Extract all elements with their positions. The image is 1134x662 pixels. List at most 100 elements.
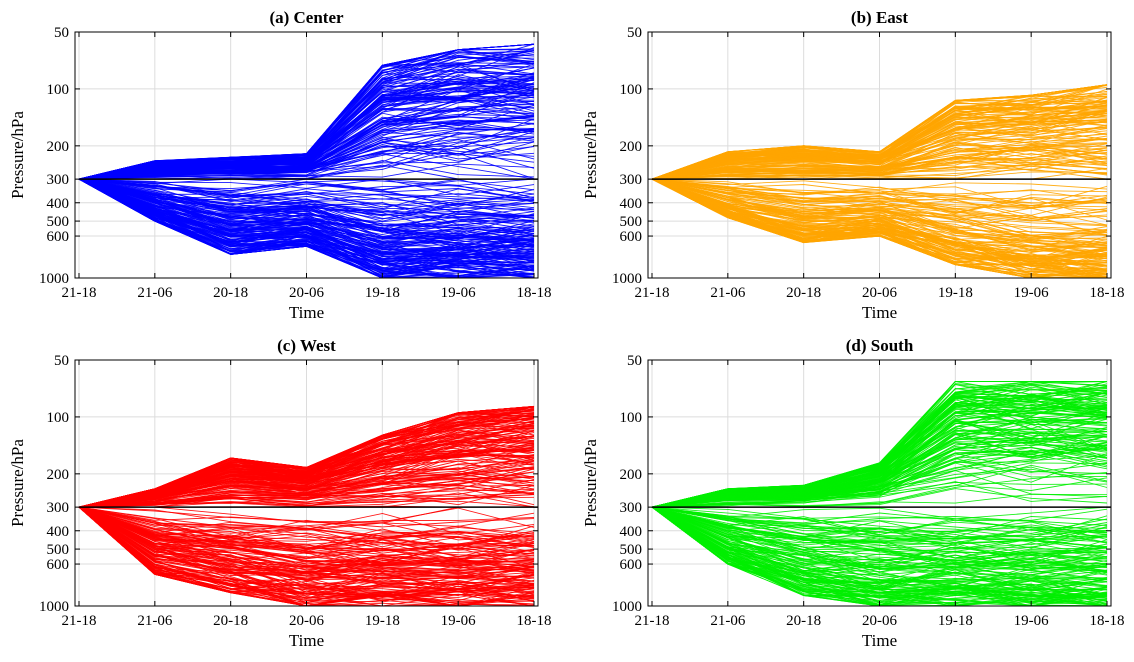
trajectory-line bbox=[651, 127, 1108, 180]
trajectory-line bbox=[78, 178, 535, 209]
trajectory-line bbox=[78, 506, 535, 557]
trajectory-line bbox=[78, 178, 535, 270]
x-tick-label: 21-18 bbox=[635, 285, 670, 301]
trajectory-line bbox=[651, 458, 1108, 508]
trajectory-line bbox=[78, 506, 535, 551]
trajectory-line bbox=[78, 178, 535, 223]
y-tick-label: 400 bbox=[47, 196, 70, 212]
x-tick-label: 21-06 bbox=[137, 613, 172, 629]
trajectory-line bbox=[651, 506, 1108, 549]
trajectory-line bbox=[78, 178, 535, 258]
y-tick-label: 1000 bbox=[39, 271, 69, 287]
x-tick-label: 19-18 bbox=[938, 285, 973, 301]
envelope-upper-line bbox=[78, 405, 535, 508]
y-tick-label: 400 bbox=[47, 524, 70, 540]
trajectory-line bbox=[78, 75, 535, 180]
trajectory-line bbox=[651, 506, 1108, 573]
x-tick-label: 21-18 bbox=[62, 285, 97, 301]
trajectory-line bbox=[651, 163, 1108, 180]
trajectory-line bbox=[651, 126, 1108, 180]
y-tick-label: 200 bbox=[620, 467, 643, 483]
trajectory-line bbox=[78, 506, 535, 573]
trajectory-line bbox=[78, 178, 535, 203]
y-tick-label: 500 bbox=[620, 214, 643, 230]
y-tick-label: 600 bbox=[620, 557, 643, 573]
trajectory-line bbox=[78, 412, 535, 508]
x-tick-label: 20-18 bbox=[786, 285, 821, 301]
y-tick-label: 200 bbox=[620, 139, 643, 155]
trajectory-line bbox=[78, 413, 535, 508]
trajectory-line bbox=[651, 432, 1108, 508]
trajectory-line bbox=[78, 178, 535, 271]
trajectory-line bbox=[651, 506, 1108, 533]
x-tick-label: 19-18 bbox=[365, 613, 400, 629]
trajectory-line bbox=[651, 178, 1108, 226]
trajectory-line bbox=[78, 462, 535, 508]
trajectory-line bbox=[651, 178, 1108, 262]
x-tick-label: 20-06 bbox=[289, 613, 324, 629]
trajectory-line bbox=[651, 178, 1108, 257]
trajectory-line bbox=[78, 506, 535, 528]
envelope-upper-line bbox=[651, 84, 1108, 180]
trajectory-line bbox=[78, 439, 535, 508]
trajectory-line bbox=[651, 84, 1108, 180]
x-tick-label: 19-06 bbox=[1014, 613, 1049, 629]
x-tick-label: 19-06 bbox=[441, 613, 476, 629]
y-tick-label: 600 bbox=[620, 229, 643, 245]
x-tick-label: 20-06 bbox=[862, 285, 897, 301]
x-tick-label: 21-18 bbox=[635, 613, 670, 629]
trajectory-line bbox=[651, 156, 1108, 180]
x-axis-label: Time bbox=[862, 631, 897, 650]
trajectory-series-group bbox=[78, 43, 535, 279]
trajectory-line bbox=[78, 506, 535, 541]
y-tick-label: 50 bbox=[54, 25, 69, 41]
trajectory-line bbox=[651, 446, 1108, 508]
x-tick-label: 21-06 bbox=[710, 285, 745, 301]
trajectory-line bbox=[78, 506, 535, 552]
x-tick-label: 21-06 bbox=[710, 613, 745, 629]
trajectory-line bbox=[651, 506, 1108, 576]
x-axis-label: Time bbox=[289, 303, 324, 322]
trajectory-line bbox=[78, 178, 535, 238]
trajectory-line bbox=[78, 89, 535, 180]
x-tick-label: 20-18 bbox=[786, 613, 821, 629]
trajectory-line bbox=[651, 178, 1108, 270]
y-tick-label: 300 bbox=[620, 500, 643, 516]
envelope-upper-line bbox=[78, 43, 535, 180]
y-tick-label: 200 bbox=[47, 139, 70, 155]
trajectory-line bbox=[651, 178, 1108, 241]
trajectory-line bbox=[651, 142, 1108, 180]
x-tick-label: 20-06 bbox=[289, 285, 324, 301]
trajectory-line bbox=[651, 178, 1108, 263]
trajectory-line bbox=[78, 435, 535, 508]
trajectory-line bbox=[651, 178, 1108, 194]
y-tick-label: 500 bbox=[47, 542, 70, 558]
trajectory-line bbox=[651, 96, 1108, 180]
trajectory-line bbox=[78, 506, 535, 597]
y-axis-label: Pressure/hPa bbox=[8, 439, 27, 527]
trajectory-line bbox=[651, 506, 1108, 569]
trajectory-line bbox=[78, 107, 535, 180]
trajectory-line bbox=[651, 506, 1108, 548]
y-tick-label: 1000 bbox=[39, 599, 69, 615]
trajectory-line bbox=[651, 506, 1108, 538]
trajectory-line bbox=[651, 400, 1108, 508]
trajectory-line bbox=[78, 178, 535, 219]
trajectory-line bbox=[78, 506, 535, 598]
panel-4: 21-18 21-06 20-18 20-06 19-18 19-06 18-18 50 100… bbox=[581, 336, 1125, 650]
trajectory-line bbox=[651, 397, 1108, 508]
x-tick-label: 20-18 bbox=[213, 285, 248, 301]
trajectory-line bbox=[651, 506, 1108, 534]
trajectory-line bbox=[78, 506, 535, 580]
trajectory-line bbox=[651, 119, 1108, 180]
trajectory-line bbox=[78, 118, 535, 180]
y-tick-label: 300 bbox=[47, 500, 70, 516]
x-tick-label: 20-06 bbox=[862, 613, 897, 629]
trajectory-line bbox=[651, 506, 1108, 601]
trajectory-line bbox=[651, 506, 1108, 552]
x-axis-label: Time bbox=[862, 303, 897, 322]
panel-title: (d) South bbox=[846, 336, 914, 355]
y-axis-label: Pressure/hPa bbox=[581, 439, 600, 527]
trajectory-line bbox=[78, 424, 535, 508]
